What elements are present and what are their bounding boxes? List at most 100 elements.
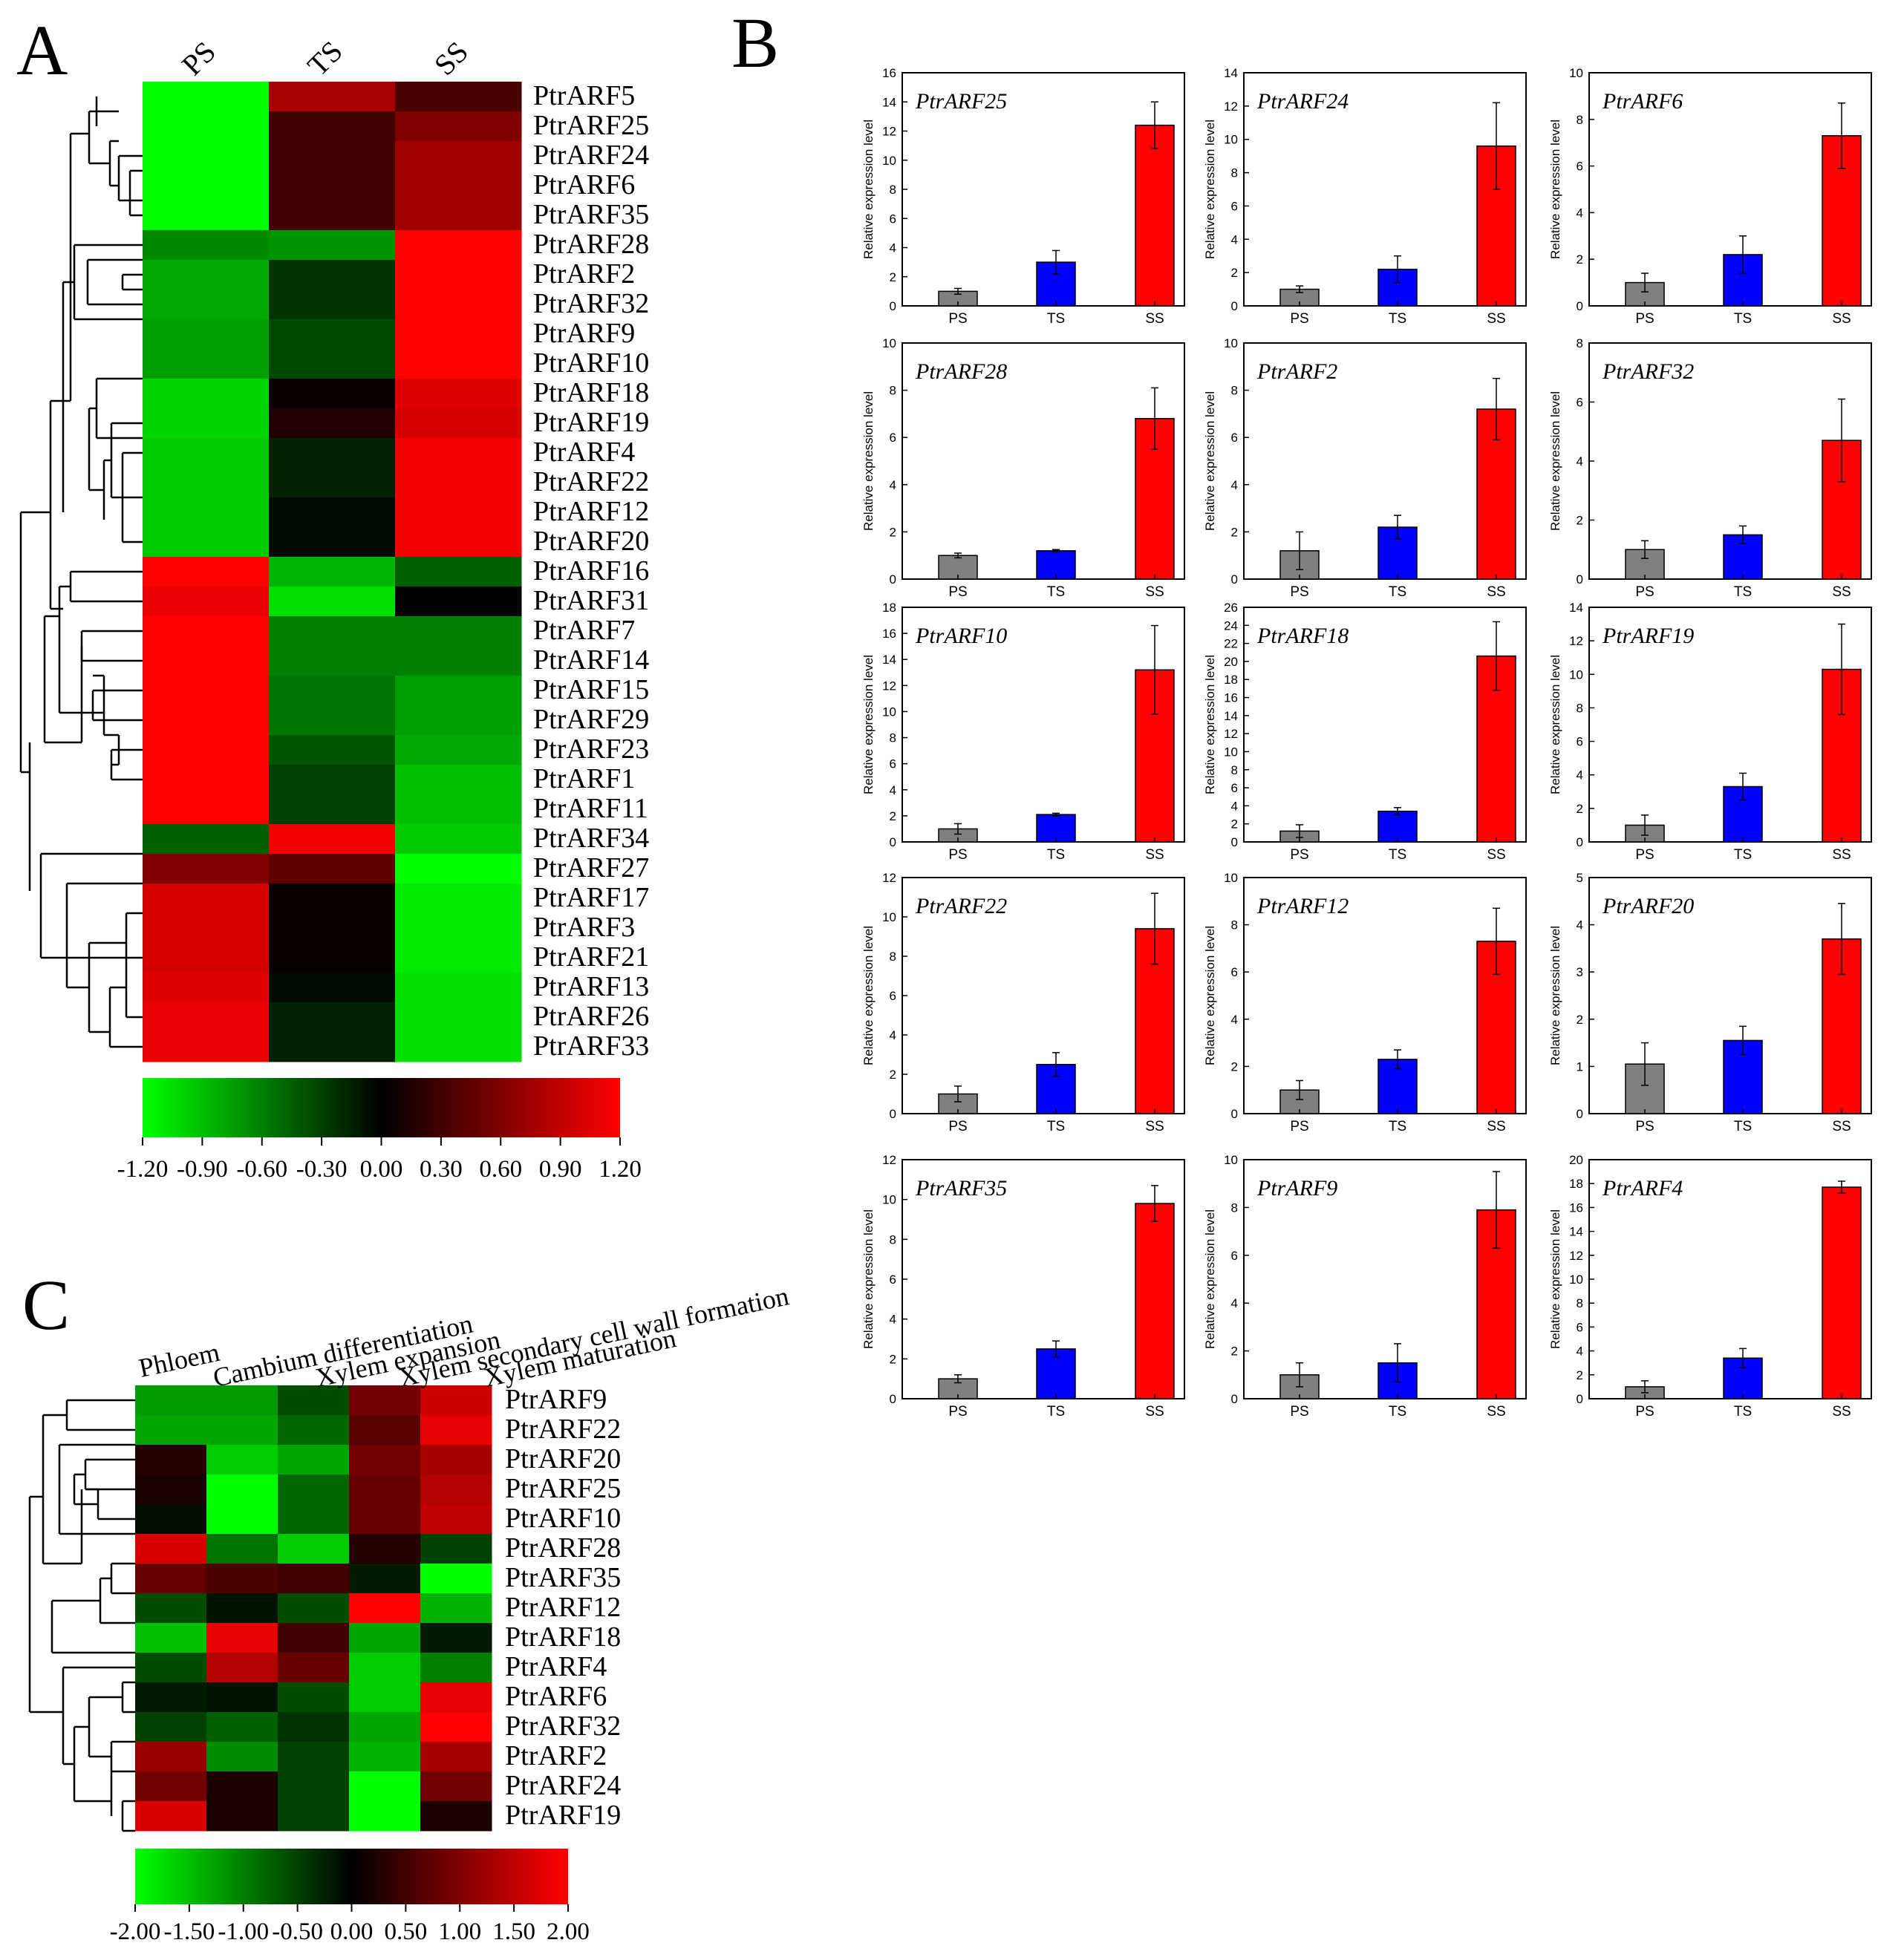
heatmap-a-row-label: PtrARF17: [533, 882, 649, 913]
x-tick-label: TS: [1047, 584, 1065, 600]
y-tick-label: 2: [1577, 1368, 1583, 1382]
heatmap-c-cell: [420, 1623, 492, 1653]
heatmap-a-cell: [395, 824, 522, 855]
heatmap-a-row-label: PtrARF9: [533, 318, 635, 349]
heatmap-c-cell: [420, 1801, 492, 1832]
y-tick-label: 0: [890, 835, 896, 849]
heatmap-c-cell: [206, 1712, 278, 1742]
x-tick-label: PS: [948, 1119, 967, 1134]
heatmap-a-cell: [269, 943, 396, 973]
x-tick-label: TS: [1734, 847, 1752, 863]
heatmap-c-cell: [278, 1623, 350, 1653]
heatmap-a-row-label: PtrARF4: [533, 437, 635, 468]
y-tick-label: 6: [1577, 735, 1583, 749]
y-tick-label: 0: [1577, 1392, 1583, 1406]
y-tick-label: 10: [1224, 745, 1238, 759]
y-tick-label: 2: [890, 525, 896, 539]
colorbar-a-tick-label: 0.30: [420, 1156, 463, 1183]
y-tick-label: 4: [1577, 768, 1583, 783]
y-tick-label: 4: [1231, 799, 1238, 813]
heatmap-a-cell: [269, 527, 396, 558]
x-tick-label: SS: [1487, 1119, 1505, 1134]
y-tick-label: 4: [1231, 478, 1238, 492]
y-tick-label: 2: [1577, 514, 1583, 528]
heatmap-c-cell: [278, 1385, 350, 1416]
y-tick-label: 12: [882, 871, 896, 885]
colorbar-c-tick-label: 1.50: [492, 1918, 535, 1945]
y-tick-label: 2: [1231, 266, 1238, 280]
heatmap-c-cell: [135, 1712, 207, 1742]
bar-chart-ptrarf24: 0 2 4 6 8 10 12 14 Relative expression level PtrA…: [1203, 66, 1527, 327]
heatmap-c-cell: [420, 1474, 492, 1505]
heatmap-c-cell: [349, 1801, 421, 1832]
heatmap-a-cell: [269, 82, 396, 112]
heatmap-a-row-label: PtrARF2: [533, 258, 635, 290]
subplot-title: PtrARF2: [1256, 359, 1337, 384]
y-tick-label: 2: [1577, 1013, 1583, 1027]
heatmap-a-row-label: PtrARF22: [533, 466, 649, 497]
heatmap-a-row-label: PtrARF3: [533, 912, 635, 943]
y-tick-label: 12: [1224, 727, 1238, 741]
colorbar-c-tick-label: 1.00: [438, 1918, 481, 1945]
heatmap-a-cell: [143, 527, 270, 558]
x-tick-label: PS: [1290, 847, 1308, 863]
y-tick-label: 8: [890, 1232, 896, 1247]
heatmap-c-cell: [420, 1682, 492, 1713]
heatmap-c-cell: [206, 1415, 278, 1446]
bar-chart-ptrarf12: 0 2 4 6 8 10 Relative expression level PtrARF12…: [1203, 871, 1527, 1134]
colorbar-c-tick-label: 2.00: [547, 1918, 590, 1945]
y-axis-label: Relative expression level: [1548, 120, 1562, 259]
heatmap-c-cell: [349, 1712, 421, 1742]
heatmap-a-cell: [143, 468, 270, 498]
y-tick-label: 20: [1224, 655, 1238, 669]
heatmap-a-cell: [143, 676, 270, 706]
y-tick-label: 18: [1224, 673, 1238, 687]
y-tick-label: 12: [882, 679, 896, 693]
heatmap-c-cell: [206, 1564, 278, 1594]
heatmap-c-cell: [206, 1623, 278, 1653]
subplot-title: PtrARF20: [1602, 894, 1694, 918]
y-tick-label: 0: [1577, 1107, 1583, 1121]
heatmap-c-row-label: PtrARF25: [505, 1473, 621, 1504]
y-tick-label: 26: [1224, 601, 1238, 615]
subplot-title: PtrARF6: [1602, 89, 1683, 114]
heatmap-a-cell: [269, 557, 396, 587]
y-axis-label: Relative expression level: [861, 391, 876, 531]
bar-chart-ptrarf28: 0 2 4 6 8 10 Relative expression level PtrARF28…: [861, 336, 1185, 600]
y-axis-label: Relative expression level: [861, 1209, 876, 1349]
heatmap-a-cell: [269, 913, 396, 944]
heatmap-a-row-label: PtrARF35: [533, 199, 649, 230]
heatmap-c-cell: [278, 1593, 350, 1624]
x-tick-label: SS: [1832, 847, 1851, 863]
heatmap-a-row-label: PtrARF16: [533, 555, 649, 587]
y-tick-label: 10: [1569, 66, 1583, 80]
bar-chart-ptrarf22: 0 2 4 6 8 10 12 Relative expression level PtrARF…: [861, 871, 1185, 1134]
heatmap-c-cell: [420, 1712, 492, 1742]
heatmap-a-cell: [143, 379, 270, 409]
heatmap-a-cell: [269, 408, 396, 439]
y-tick-label: 4: [890, 1313, 896, 1327]
y-tick-label: 14: [882, 95, 896, 109]
heatmap-c-cell: [349, 1564, 421, 1594]
heatmap-a-row-label: PtrARF23: [533, 734, 649, 765]
heatmap-a-cell: [395, 82, 522, 112]
heatmap-c-cell: [206, 1534, 278, 1564]
heatmap-a-row-label: PtrARF21: [533, 941, 649, 973]
heatmap-a-cell: [269, 497, 396, 528]
y-tick-label: 10: [1569, 1273, 1583, 1287]
y-tick-label: 6: [890, 212, 896, 226]
colorbar-c-tick-label: -1.00: [218, 1918, 269, 1945]
heatmap-a-cell: [395, 646, 522, 676]
heatmap-c-cell: [206, 1742, 278, 1772]
y-tick-label: 10: [1569, 667, 1583, 682]
y-tick-label: 10: [882, 705, 896, 719]
heatmap-a-row-label: PtrARF34: [533, 823, 649, 854]
heatmap-c-row-label: PtrARF20: [505, 1443, 621, 1474]
x-tick-label: TS: [1047, 1404, 1065, 1420]
heatmap-a-cell: [395, 260, 522, 290]
x-tick-label: PS: [1290, 311, 1308, 327]
y-tick-label: 10: [882, 1193, 896, 1207]
y-tick-label: 14: [882, 653, 896, 667]
heatmap-c-cell: [349, 1771, 421, 1802]
heatmap-a-cell: [269, 111, 396, 142]
